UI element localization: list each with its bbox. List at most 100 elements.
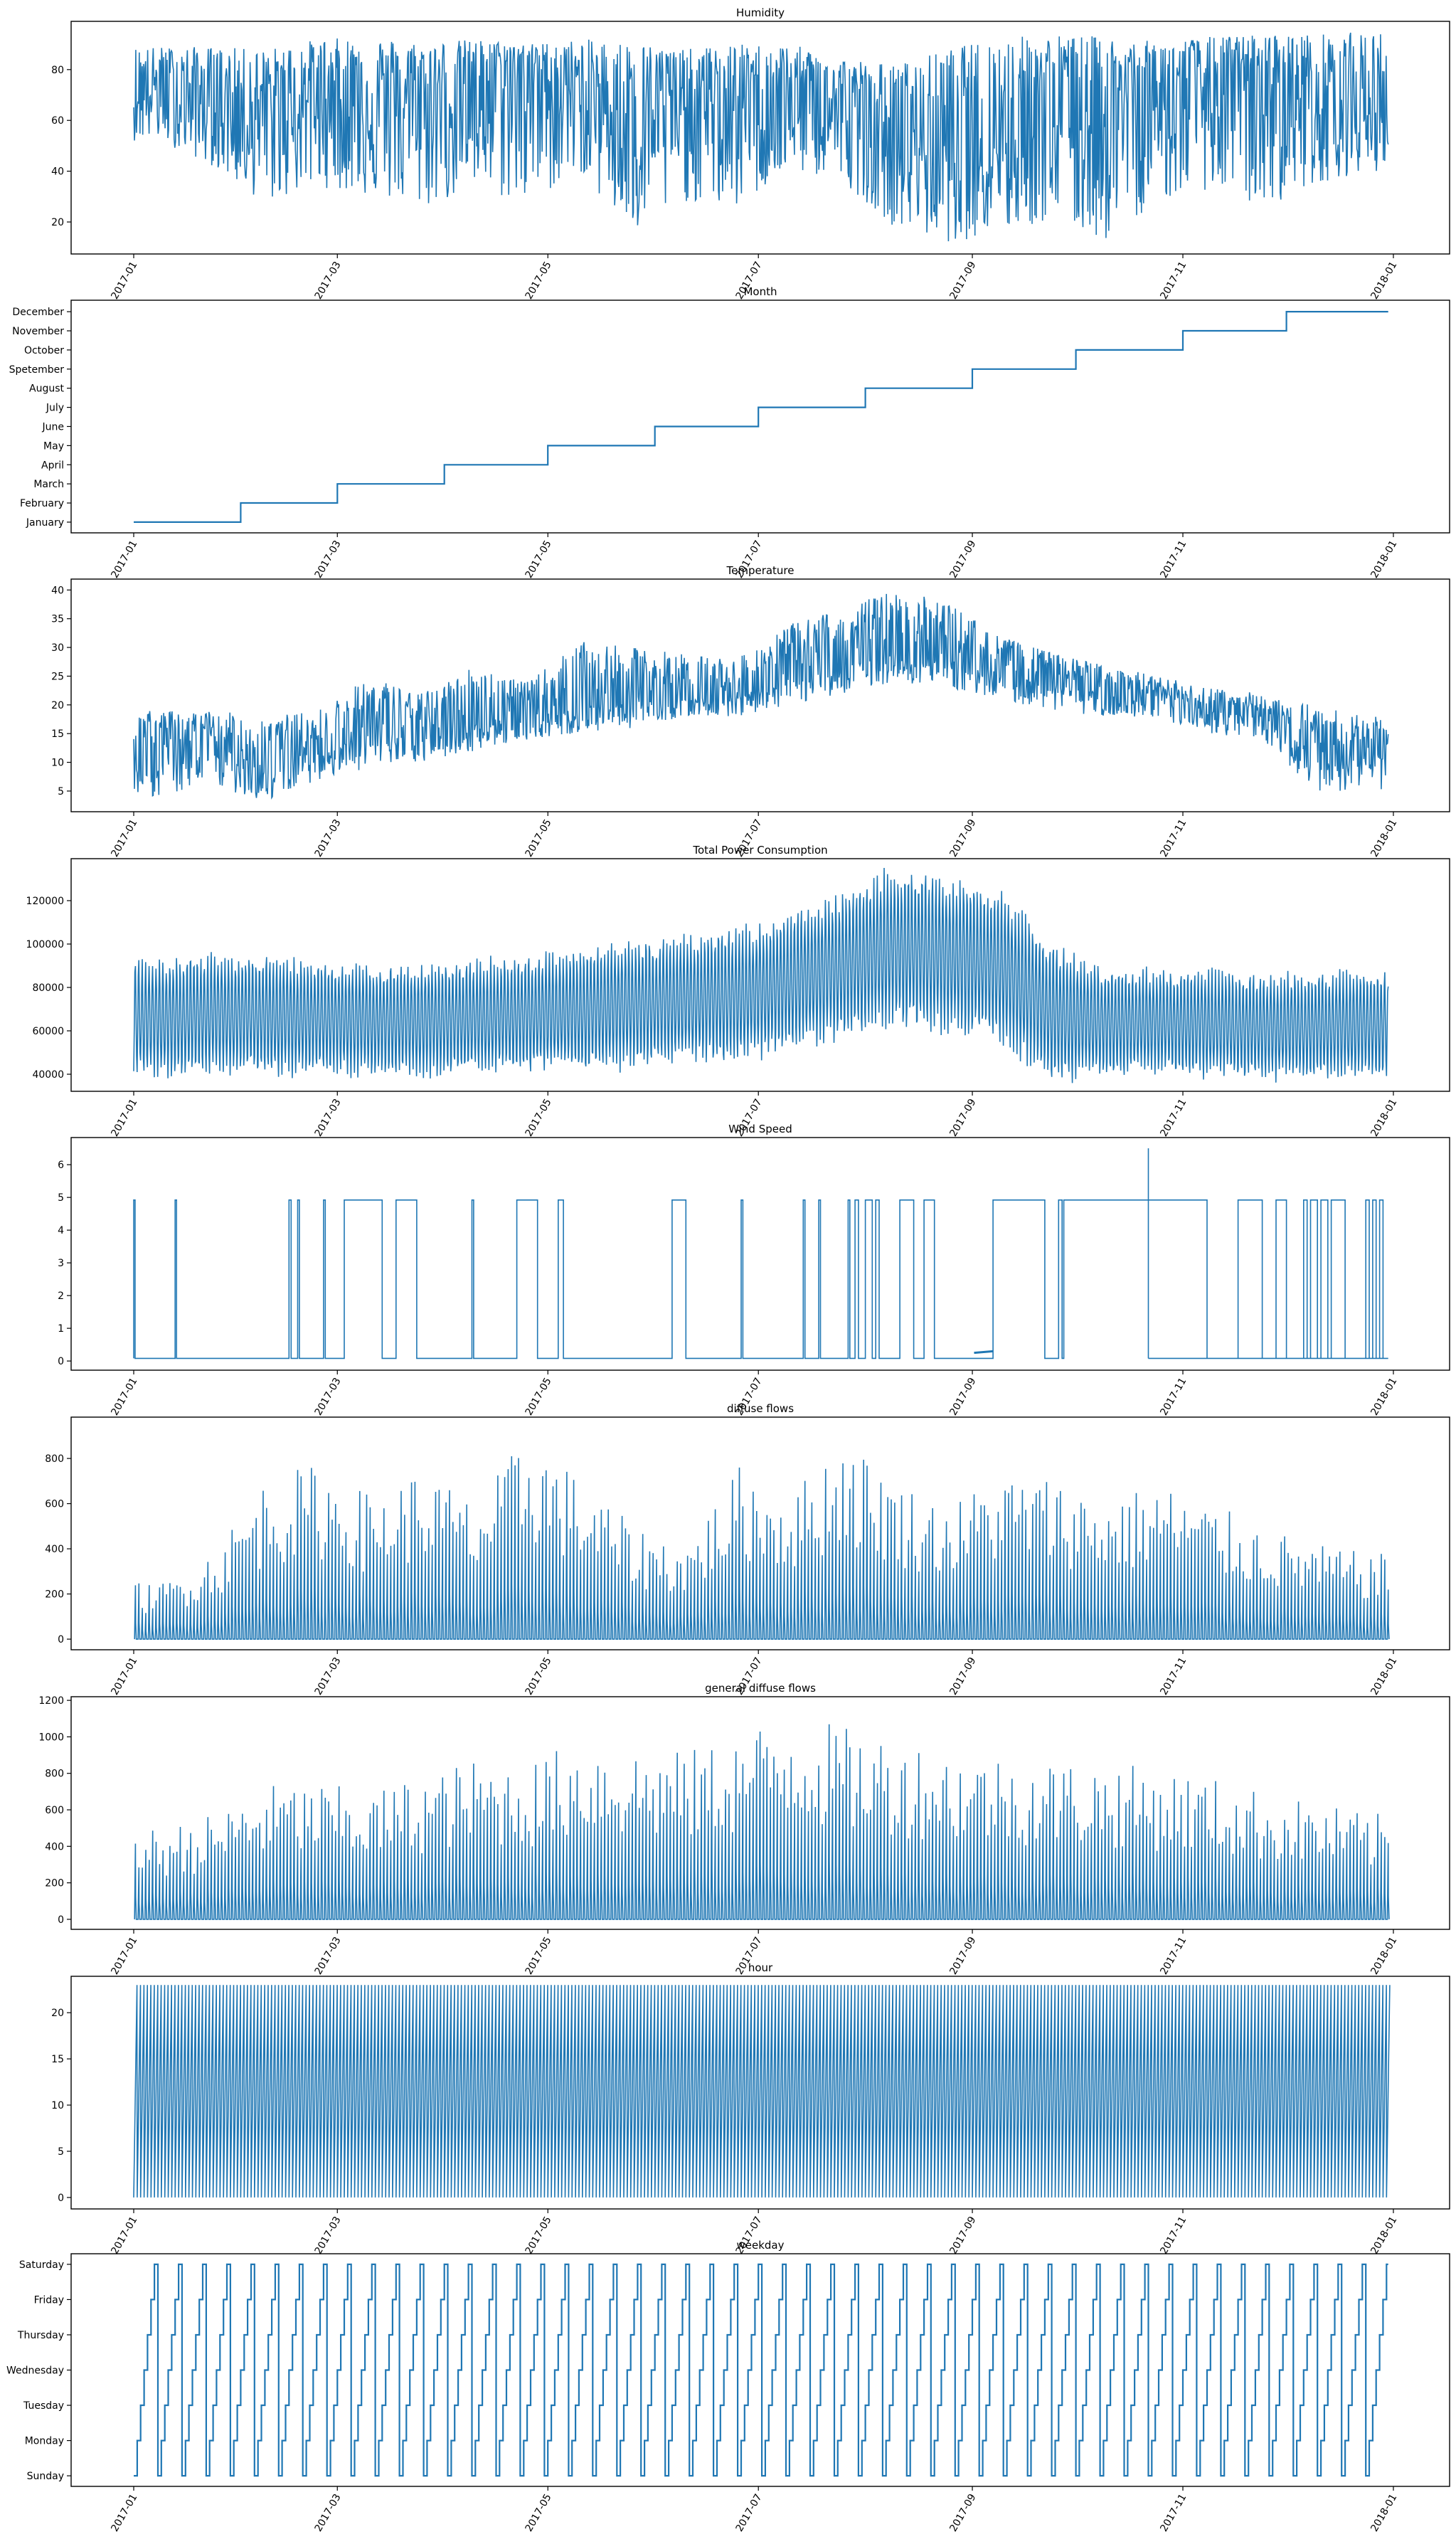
y-tick-label: 15 (51, 2054, 64, 2065)
y-tick-label: 15 (51, 728, 64, 740)
diffuse_flows-axes-frame (70, 1416, 1450, 1650)
x-tick-label: 2017-01 (109, 1935, 139, 1977)
x-tick-label: 2017-03 (313, 817, 344, 859)
total_power-axes-frame (70, 858, 1450, 1092)
x-tick-label: 2017-03 (313, 539, 344, 581)
hour-axes-frame (70, 1976, 1450, 2210)
x-tick-label: 2017-09 (947, 1097, 978, 1139)
wind_speed-series-line (133, 1199, 1388, 1360)
x-tick-label: 2017-01 (109, 817, 139, 859)
x-tick-label: 2017-09 (947, 1935, 978, 1977)
x-tick-label: 2017-03 (313, 1655, 344, 1697)
x-tick-label: 2017-09 (947, 1655, 978, 1697)
y-tick-label: 35 (51, 614, 64, 625)
y-tick-label: 10 (51, 758, 64, 769)
x-tick-label: 2017-03 (313, 1376, 344, 1418)
temperature-axes-frame (70, 578, 1450, 812)
x-tick-label: 2017-05 (524, 1376, 554, 1418)
humidity-axes-frame (70, 21, 1450, 255)
wind_speed-title: Wind Speed (728, 1123, 792, 1135)
x-tick-label: 2017-01 (109, 1655, 139, 1697)
y-tick-label: 2 (58, 1290, 64, 1302)
x-tick-label: 2018-01 (1369, 1655, 1399, 1697)
x-tick-label: 2018-01 (1369, 539, 1399, 581)
x-tick-label: 2017-07 (734, 2492, 765, 2534)
y-tick-label: July (46, 403, 64, 414)
y-tick-label: 800 (45, 1769, 64, 1780)
x-tick-label: 2017-05 (524, 1097, 554, 1139)
y-tick-label: 80000 (32, 982, 64, 994)
x-tick-label: 2017-09 (947, 2492, 978, 2534)
y-tick-label: 20 (51, 700, 64, 711)
y-tick-label: 20 (51, 2008, 64, 2019)
y-tick-label: 60 (51, 115, 64, 127)
y-tick-label: 20 (51, 217, 64, 228)
month-title: Month (743, 285, 777, 298)
humidity-title: Humidity (736, 6, 785, 19)
x-tick-label: 2017-11 (1158, 260, 1189, 302)
x-tick-label: 2017-11 (1158, 539, 1189, 581)
chart-diffuse_flows: diffuse flows 0 200 400 600 800 2017-01 2017-03… (45, 1402, 1450, 1697)
y-tick-label: August (29, 383, 65, 395)
x-tick-label: 2018-01 (1369, 1935, 1399, 1977)
x-tick-label: 2017-03 (313, 1935, 344, 1977)
y-tick-label: 400 (45, 1841, 64, 1853)
x-tick-label: 2017-03 (313, 2215, 344, 2257)
hour-series-line (133, 1985, 1391, 2198)
weekday-title: weekday (736, 2239, 784, 2252)
x-tick-label: 2017-09 (947, 2215, 978, 2257)
x-tick-label: 2018-01 (1369, 2492, 1399, 2534)
y-tick-label: 5 (58, 1192, 64, 1204)
x-tick-label: 2018-01 (1369, 1376, 1399, 1418)
x-tick-label: 2018-01 (1369, 260, 1399, 302)
y-tick-label: Wednesday (6, 2365, 64, 2377)
y-tick-label: January (26, 517, 64, 529)
y-tick-label: 600 (45, 1805, 64, 1816)
y-tick-label: March (33, 479, 64, 490)
month-axes-frame (70, 300, 1450, 534)
x-tick-label: 2017-09 (947, 817, 978, 859)
x-tick-label: 2017-05 (524, 2215, 554, 2257)
x-tick-label: 2017-09 (947, 1376, 978, 1418)
y-tick-label: 0 (58, 2193, 64, 2204)
y-tick-label: 40000 (32, 1069, 64, 1081)
hour-title: hour (748, 1961, 773, 1974)
y-tick-label: May (43, 440, 64, 452)
y-tick-label: 5 (58, 786, 64, 797)
weekday-series-line (134, 2263, 1388, 2477)
y-tick-label: Tuesday (23, 2400, 64, 2412)
wind-sep-low-segment (974, 1350, 994, 1355)
y-tick-label: February (20, 498, 64, 509)
chart-wind_speed: Wind Speed 0 1 2 3 4 5 6 2017-01 2017-03 2017-05 20… (58, 1123, 1450, 1418)
y-tick-label: 5 (58, 2146, 64, 2158)
y-tick-label: 1200 (38, 1695, 64, 1707)
chart-total_power: Total Power Consumption 40000 60000 80000 10… (26, 844, 1450, 1139)
x-tick-label: 2017-03 (313, 1097, 344, 1139)
y-tick-label: 3 (58, 1258, 64, 1269)
y-tick-label: April (41, 460, 64, 471)
x-tick-label: 2017-03 (313, 2492, 344, 2534)
general_diffuse_flows-series-line (134, 1724, 1390, 1920)
x-tick-label: 2017-03 (313, 260, 344, 302)
y-tick-label: Monday (25, 2436, 64, 2447)
y-tick-label: 800 (45, 1453, 64, 1465)
temperature-title: Temperature (726, 564, 794, 577)
x-tick-label: 2017-01 (109, 2215, 139, 2257)
y-tick-label: 6 (58, 1160, 64, 1171)
y-tick-label: Friday (34, 2294, 64, 2306)
y-tick-label: Sunday (27, 2471, 64, 2482)
y-tick-label: 100000 (26, 939, 64, 950)
chart-humidity: Humidity 20 40 60 80 2017-01 2017-03 2017-05 201… (51, 6, 1450, 302)
x-tick-label: 2018-01 (1369, 1097, 1399, 1139)
total_power-series-line (133, 867, 1389, 1083)
wind_speed-axes-frame (70, 1137, 1450, 1371)
chart-general_diffuse_flows: general diffuse flows 0 200 400 600 800 1000 12… (38, 1682, 1450, 1977)
x-tick-label: 2018-01 (1369, 2215, 1399, 2257)
diffuse_flows-series-line (134, 1456, 1390, 1640)
y-tick-label: Saturday (19, 2259, 64, 2271)
y-tick-label: Thursday (17, 2330, 64, 2341)
general_diffuse_flows-title: general diffuse flows (705, 1682, 816, 1695)
